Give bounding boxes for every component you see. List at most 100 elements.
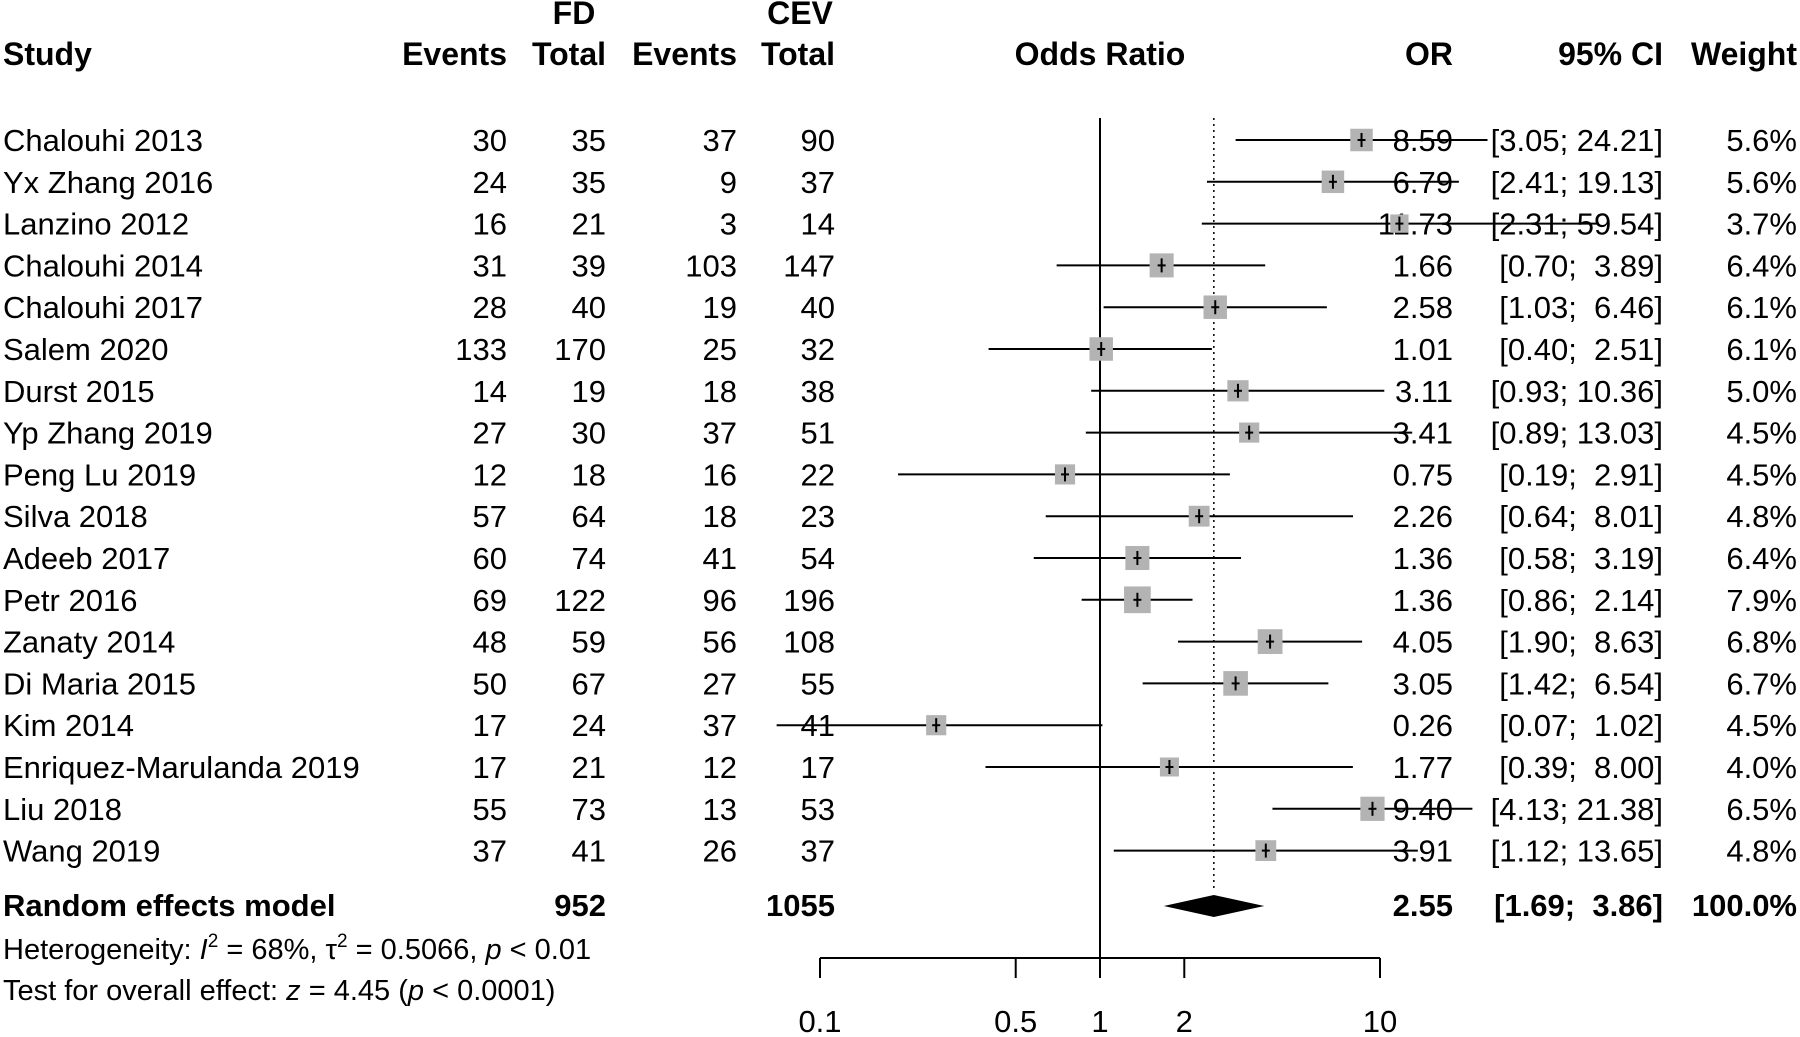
ci-value: [1.12; 13.65] [1491,834,1663,869]
x-tick-label: 10 [1363,1004,1397,1037]
or-value: 3.05 [1393,666,1453,701]
study-name: Durst 2015 [3,374,155,409]
events1-value: 14 [473,374,507,409]
weight-value: 4.8% [1726,499,1797,534]
pooled-label: Random effects model [3,888,335,923]
or-value: 4.05 [1393,625,1453,660]
total2-value: 108 [783,625,835,660]
study-name: Adeeb 2017 [3,541,170,576]
total1-value: 24 [572,708,606,743]
ci-value: [0.40; 2.51] [1499,332,1663,367]
total2-value: 53 [801,792,835,827]
events1-value: 57 [473,499,507,534]
study-name: Lanzino 2012 [3,207,189,242]
or-value: 3.11 [1395,374,1453,409]
events1-value: 30 [473,123,507,158]
events1-value: 31 [473,248,507,283]
pooled-ci: [1.69; 3.86] [1494,888,1663,923]
total2-value: 147 [783,248,835,283]
total2-header: Total [761,36,835,72]
pooled-total2: 1055 [766,888,835,923]
study-name: Silva 2018 [3,499,148,534]
events2-value: 26 [703,834,737,869]
or-value: 2.58 [1393,290,1453,325]
study-name: Petr 2016 [3,583,137,618]
events2-value: 9 [720,165,737,200]
total2-value: 23 [801,499,835,534]
events2-value: 27 [703,666,737,701]
x-tick-label: 0.1 [798,1004,841,1037]
ci-value: [0.89; 13.03] [1491,416,1663,451]
events2-value: 56 [703,625,737,660]
events2-value: 37 [703,708,737,743]
study-header: Study [3,36,92,72]
study-name: Wang 2019 [3,834,160,869]
events1-value: 37 [473,834,507,869]
ci-value: [0.93; 10.36] [1491,374,1663,409]
pooled-diamond [1163,895,1265,917]
weight-value: 5.0% [1726,374,1797,409]
weight-value: 6.1% [1726,332,1797,367]
total1-value: 35 [572,123,606,158]
total2-value: 22 [801,457,835,492]
overall-effect-text: Test for overall effect: z = 4.45 (p < 0… [3,975,555,1007]
weight-value: 4.5% [1726,708,1797,743]
total1-value: 67 [572,666,606,701]
total1-value: 18 [572,457,606,492]
study-name: Zanaty 2014 [3,625,175,660]
weight-value: 4.0% [1726,750,1797,785]
events1-value: 12 [473,457,507,492]
total1-value: 21 [572,750,606,785]
events1-value: 133 [455,332,507,367]
study-name: Enriquez-Marulanda 2019 [3,750,360,785]
or-value: 0.75 [1393,457,1453,492]
total2-value: 17 [801,750,835,785]
group2-header: CEV [767,0,833,31]
or-value: 1.36 [1393,541,1453,576]
study-name: Salem 2020 [3,332,168,367]
ci-value: [1.42; 6.54] [1499,666,1663,701]
weight-value: 4.5% [1726,457,1797,492]
or-value: 1.66 [1393,248,1453,283]
events2-value: 18 [703,499,737,534]
weight-value: 5.6% [1726,165,1797,200]
total2-value: 90 [801,123,835,158]
study-rows: Chalouhi 2013 30 35 37 90 8.59 [3.05; 24.21] 5.… [3,123,1797,869]
events2-value: 41 [703,541,737,576]
total1-value: 73 [572,792,606,827]
events1-value: 17 [473,750,507,785]
total2-value: 32 [801,332,835,367]
total1-value: 59 [572,625,606,660]
ci-value: [0.58; 3.19] [1499,541,1663,576]
events2-value: 96 [703,583,737,618]
weight-value: 4.5% [1726,416,1797,451]
pooled-or: 2.55 [1393,888,1453,923]
or-value: 2.26 [1393,499,1453,534]
events2-header: Events [632,36,737,72]
study-name: Chalouhi 2013 [3,123,203,158]
study-name: Di Maria 2015 [3,666,196,701]
ci-value: [0.64; 8.01] [1499,499,1663,534]
events2-value: 37 [703,416,737,451]
events1-value: 50 [473,666,507,701]
events2-value: 25 [703,332,737,367]
total1-value: 30 [572,416,606,451]
events2-value: 16 [703,457,737,492]
events2-value: 103 [685,248,737,283]
events1-value: 16 [473,207,507,242]
study-name: Chalouhi 2014 [3,248,203,283]
total2-value: 51 [801,416,835,451]
total1-value: 41 [572,834,606,869]
or-header: OR [1405,36,1453,72]
or-value: 1.36 [1393,583,1453,618]
or-value: 1.01 [1393,332,1453,367]
ci-value: [1.03; 6.46] [1499,290,1663,325]
weight-value: 6.5% [1726,792,1797,827]
study-name: Peng Lu 2019 [3,457,196,492]
events1-value: 24 [473,165,507,200]
events1-value: 48 [473,625,507,660]
weight-value: 6.1% [1726,290,1797,325]
weight-header: Weight [1691,36,1797,72]
study-name: Kim 2014 [3,708,134,743]
